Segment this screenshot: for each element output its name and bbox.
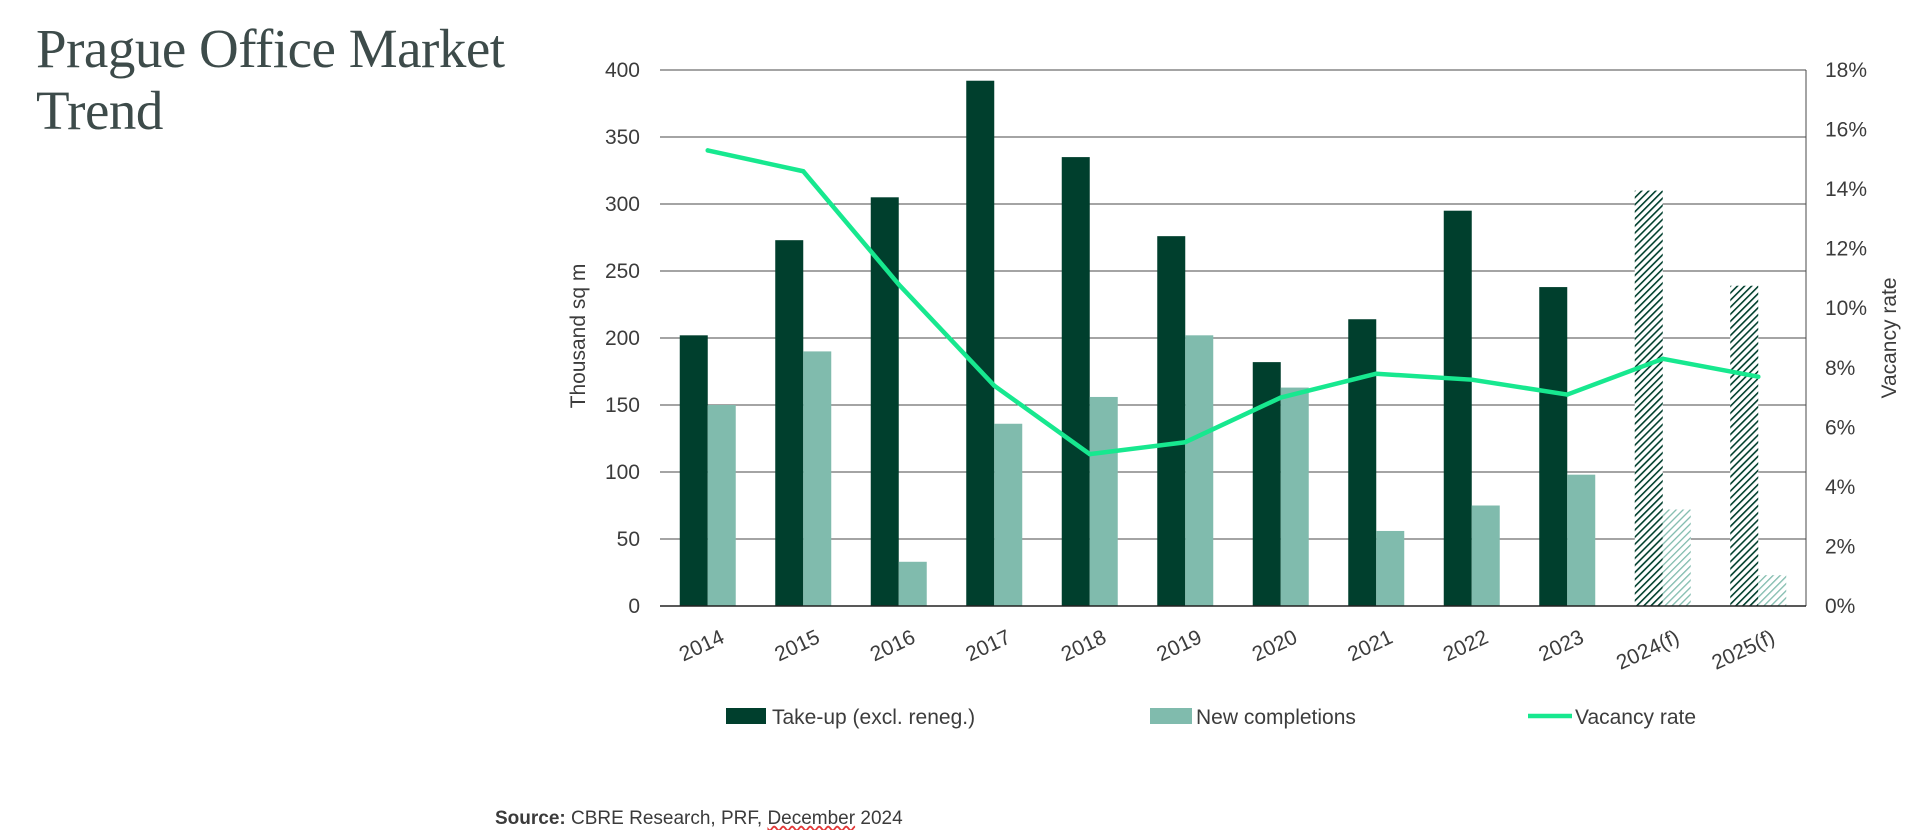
vacancy-point: [1565, 392, 1570, 397]
x-tick-label: 2016: [867, 626, 919, 667]
chart-title: Prague Office Market Trend: [36, 18, 505, 141]
bar-take-up: [1634, 190, 1663, 606]
bar-take-up: [1730, 285, 1759, 606]
gridlines: [660, 69, 1806, 607]
y-tick-label: 0: [628, 595, 640, 618]
y-tick-label: 200: [605, 327, 640, 350]
bar-new-completions: [1758, 575, 1787, 606]
x-tick-label: 2022: [1440, 626, 1492, 667]
legend-label-vacancy-rate: Vacancy rate: [1575, 706, 1696, 729]
vacancy-point: [1087, 451, 1092, 457]
bar-take-up: [1443, 210, 1472, 606]
bar-take-up: [1157, 236, 1186, 606]
legend-label-new-completions: New completions: [1196, 706, 1356, 729]
bar-new-completions: [1376, 530, 1405, 606]
vacancy-point: [1374, 371, 1379, 376]
y-tick-label: 150: [605, 394, 640, 417]
bar-take-up: [775, 240, 804, 606]
vacancy-point: [992, 383, 997, 388]
x-tick-label: 2014: [676, 626, 728, 667]
y-tick-label: 350: [605, 126, 640, 149]
source-note: Source: CBRE Research, PRF, December 202…: [495, 808, 903, 830]
y2-tick-label: 10%: [1825, 297, 1867, 320]
vacancy-point: [1278, 395, 1283, 400]
y2-tick-label: 0%: [1825, 595, 1855, 618]
y-axis-title: Thousand sq m: [567, 264, 590, 409]
vacancy-line: [705, 148, 1761, 457]
vacancy-point: [705, 148, 710, 153]
vacancy-rate-line: [705, 148, 1761, 457]
bar-new-completions: [1089, 396, 1118, 606]
bars: [679, 80, 1787, 607]
y2-tick-label: 14%: [1825, 178, 1867, 201]
vacancy-point: [1183, 440, 1188, 445]
x-tick-label: 2020: [1249, 626, 1301, 667]
vacancy-point: [1469, 377, 1474, 382]
bar-new-completions: [994, 423, 1023, 606]
bar-take-up: [679, 335, 708, 606]
bar-take-up: [1539, 287, 1568, 606]
bar-new-completions: [707, 405, 736, 606]
y2-tick-label: 16%: [1825, 119, 1867, 142]
source-text-underlined: December: [767, 808, 856, 829]
bar-new-completions: [898, 561, 927, 606]
bar-new-completions: [1662, 509, 1691, 606]
legend-swatch-take-up: [726, 708, 766, 724]
y-tick-label: 300: [605, 193, 640, 216]
bar-new-completions: [803, 351, 832, 606]
legend-swatch-new-completions: [1150, 708, 1192, 724]
source-text-end: 2024: [855, 808, 903, 829]
bar-take-up: [1348, 319, 1377, 606]
bar-take-up: [966, 80, 995, 607]
x-tick-label: 2021: [1344, 626, 1396, 667]
x-tick-label: 2017: [962, 626, 1014, 667]
legend: Take-up (excl. reneg.) New completions Vac…: [726, 706, 1696, 729]
vacancy-point: [896, 282, 901, 287]
y2-tick-label: 12%: [1825, 238, 1867, 261]
bar-new-completions: [1567, 474, 1596, 606]
bar-new-completions: [1185, 335, 1214, 606]
y2-tick-label: 8%: [1825, 357, 1855, 380]
bar-new-completions: [1471, 505, 1500, 606]
y2-tick-label: 4%: [1825, 476, 1855, 499]
y-tick-label: 100: [605, 461, 640, 484]
vacancy-point: [1660, 356, 1665, 362]
x-tick-label: 2018: [1058, 626, 1110, 667]
x-tick-label: 2019: [1153, 626, 1205, 667]
x-tick-label: 2023: [1535, 626, 1587, 667]
legend-label-take-up: Take-up (excl. reneg.): [772, 706, 975, 729]
y2-axis-title: Vacancy rate: [1878, 277, 1901, 398]
x-tick-label: 2024(f): [1613, 626, 1683, 675]
bar-new-completions: [1280, 387, 1309, 606]
vacancy-point: [801, 169, 806, 174]
bar-take-up: [1061, 157, 1090, 606]
x-tick-label: 2025(f): [1708, 626, 1778, 675]
y2-tick-label: 18%: [1825, 59, 1867, 82]
y2-tick-label: 2%: [1825, 535, 1855, 558]
y-tick-label: 50: [617, 528, 640, 551]
y-tick-label: 400: [605, 59, 640, 82]
y-tick-label: 250: [605, 260, 640, 283]
source-label: Source:: [495, 808, 566, 829]
vacancy-point: [1756, 374, 1761, 379]
source-text: CBRE Research, PRF,: [571, 808, 768, 829]
x-tick-label: 2015: [771, 626, 823, 667]
y2-tick-label: 6%: [1825, 416, 1855, 439]
